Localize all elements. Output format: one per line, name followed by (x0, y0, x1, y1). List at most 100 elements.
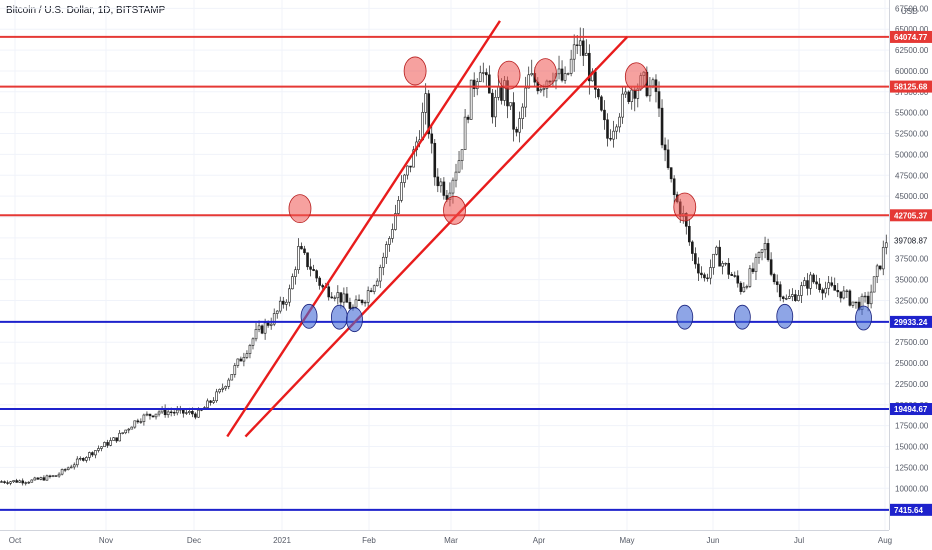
candle-body (869, 291, 873, 305)
candle-body (288, 288, 291, 303)
y-tick-label: 55000.00 (895, 109, 929, 118)
candle-body (609, 138, 612, 140)
candle-body (666, 149, 670, 168)
candle-body (157, 411, 161, 415)
candle-body (312, 269, 315, 271)
y-tick-label: 37500.00 (895, 255, 929, 264)
chart-title: Bitcoin / U.S. Dollar, 1D, BITSTAMP (6, 5, 166, 16)
level-price-tag (890, 503, 932, 516)
x-axis[interactable]: Oct Nov Dec 2021 Feb Mar Apr May Jun Jul Aug (0, 530, 892, 546)
candle-body (30, 479, 34, 483)
candle-body (766, 243, 770, 260)
last-price-label: 39708.87 (894, 236, 928, 245)
candle-body (18, 480, 21, 483)
candle-body (194, 413, 197, 418)
candle-body (812, 274, 815, 283)
grid-lines (0, 0, 889, 530)
candle-body (475, 81, 479, 89)
candle-body (400, 182, 403, 201)
candle-body (342, 293, 346, 303)
x-tick-label: May (619, 536, 634, 545)
candle-body (254, 329, 258, 340)
candle-body (472, 79, 476, 89)
candle-body (730, 274, 734, 276)
candle-body (236, 358, 240, 366)
candle-body (309, 266, 312, 270)
candle-body (57, 473, 61, 477)
candle-body (881, 247, 885, 270)
level-price-label: 58125.68 (894, 83, 928, 92)
candle-body (542, 88, 546, 90)
candle-body (739, 282, 743, 292)
candle-body (818, 283, 821, 290)
candle-body (724, 262, 727, 265)
y-tick-label: 10000.00 (895, 484, 929, 493)
candle-body (54, 475, 58, 477)
candle-body (291, 276, 294, 290)
resistance-marker (443, 195, 466, 225)
candle-body (409, 165, 412, 168)
candle-body (424, 93, 428, 113)
candle-body (124, 429, 128, 434)
candle-body (584, 52, 588, 56)
candle-body (106, 442, 109, 446)
y-tick-label: 15000.00 (895, 443, 929, 452)
candle-body (612, 130, 615, 140)
candle-body (330, 296, 334, 299)
candle-body (660, 107, 664, 146)
candle-body (669, 167, 673, 180)
level-price-tag (890, 403, 932, 416)
candle-body (175, 409, 179, 414)
candle-body (139, 421, 143, 423)
candle-body (24, 482, 28, 484)
candle-body (833, 285, 837, 291)
candle-body (333, 297, 337, 299)
candle-body (488, 74, 491, 94)
candle-body (188, 411, 191, 413)
candle-body (397, 200, 400, 214)
y-axis[interactable]: 7500.0010000.0012500.0015000.0017500.002… (889, 0, 932, 550)
candle-body (369, 290, 373, 292)
candle-body (627, 91, 631, 102)
candle-body (539, 89, 543, 92)
candle-body (563, 73, 567, 81)
candle-body (327, 286, 331, 298)
candle-body (742, 286, 746, 292)
candle-body (306, 252, 309, 268)
candle-body (348, 302, 352, 309)
candle-body (775, 281, 779, 285)
touch-markers (288, 56, 872, 333)
x-tick-label: Jul (794, 536, 804, 545)
resistance-marker (403, 56, 427, 86)
candle-body (51, 475, 55, 477)
candle-body (36, 477, 40, 480)
candle-body (663, 144, 667, 151)
y-tick-label: 17500.00 (895, 422, 929, 431)
candle-body (454, 171, 458, 181)
level-price-label: 64074.77 (894, 33, 928, 42)
candle-body (130, 426, 134, 430)
candle-body (524, 87, 527, 108)
y-tick-label: 50000.00 (895, 150, 929, 159)
x-tick-label: Aug (878, 536, 892, 545)
candle-body (466, 116, 470, 120)
candle-body (781, 296, 785, 299)
candle-body (82, 457, 85, 461)
candle-body (512, 102, 515, 130)
y-tick-label: 25000.00 (895, 359, 929, 368)
candle-body (848, 290, 852, 306)
support-marker (346, 307, 363, 333)
candle-body (497, 86, 500, 98)
candle-body (606, 119, 609, 139)
candle-body (75, 458, 79, 466)
candle-body (830, 282, 834, 286)
candle-body (745, 286, 749, 288)
candle-body (97, 448, 100, 451)
candle-body (391, 229, 394, 239)
candle-body (484, 72, 488, 76)
candle-body (121, 432, 124, 434)
candle-body (457, 160, 461, 173)
candle-body (360, 299, 364, 304)
candle-body (697, 263, 700, 274)
